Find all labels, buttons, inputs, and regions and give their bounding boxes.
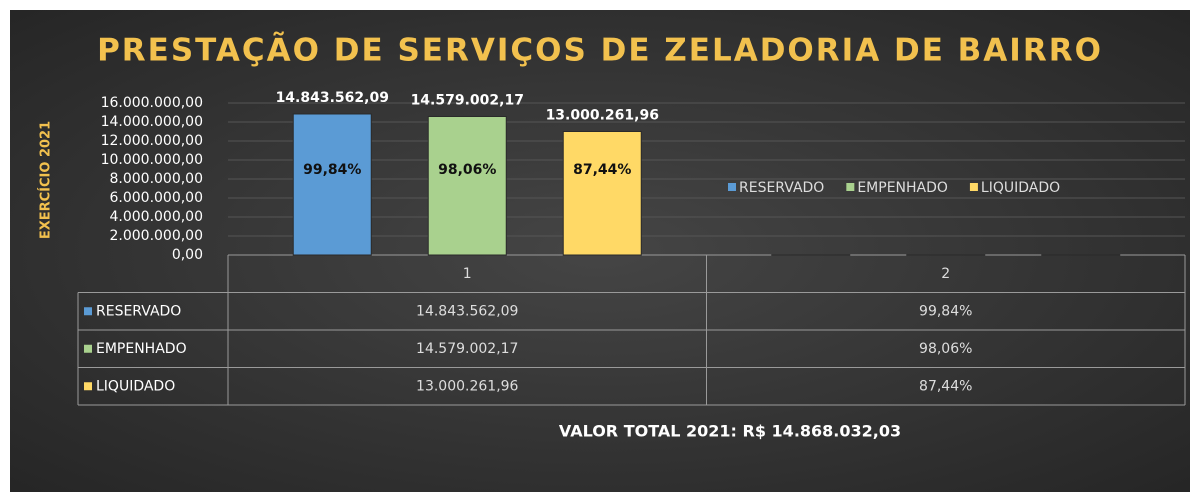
bar bbox=[562, 130, 642, 256]
y-tick-label: 8.000.000,00 bbox=[109, 171, 203, 187]
table-cell: 98,06% bbox=[919, 341, 972, 357]
legend-label: RESERVADO bbox=[739, 180, 824, 196]
data-label: 14.579.002,17 bbox=[411, 92, 524, 108]
data-label: 99,84% bbox=[303, 162, 361, 178]
table-cell: 13.000.261,96 bbox=[416, 378, 519, 394]
bar bbox=[427, 115, 507, 256]
data-label: 87,44% bbox=[573, 162, 631, 178]
x-tick-label: 2 bbox=[941, 266, 950, 282]
table-row-label: RESERVADO bbox=[96, 303, 181, 319]
table-row-label: EMPENHADO bbox=[96, 341, 187, 357]
table-legend-key bbox=[84, 344, 92, 353]
y-axis-label: EXERCÍCIO 2021 bbox=[38, 121, 54, 239]
data-label: 98,06% bbox=[438, 162, 496, 178]
bar bbox=[292, 113, 372, 256]
table-legend-key bbox=[84, 382, 92, 391]
x-tick-label: 1 bbox=[463, 266, 472, 282]
y-tick-label: 0,00 bbox=[172, 247, 203, 263]
y-tick-label: 12.000.000,00 bbox=[101, 133, 203, 149]
legend-label: EMPENHADO bbox=[857, 180, 948, 196]
y-tick-label: 2.000.000,00 bbox=[109, 228, 203, 244]
legend-label: LIQUIDADO bbox=[981, 180, 1060, 196]
legend-key bbox=[846, 183, 855, 191]
table-cell: 14.843.562,09 bbox=[416, 303, 518, 319]
y-tick-label: 10.000.000,00 bbox=[101, 152, 203, 168]
y-tick-label: 14.000.000,00 bbox=[101, 114, 203, 130]
table-row-label: LIQUIDADO bbox=[96, 378, 175, 394]
legend-key bbox=[969, 183, 978, 191]
data-label: 13.000.261,96 bbox=[546, 107, 659, 123]
chart-title: PRESTAÇÃO DE SERVIÇOS DE ZELADORIA DE BA… bbox=[97, 32, 1103, 69]
table-cell: 87,44% bbox=[919, 378, 972, 394]
y-tick-label: 6.000.000,00 bbox=[109, 190, 203, 206]
table-legend-key bbox=[84, 307, 92, 316]
table-cell: 14.579.002,17 bbox=[416, 341, 518, 357]
y-tick-label: 4.000.000,00 bbox=[109, 209, 203, 225]
table-cell: 99,84% bbox=[919, 303, 972, 319]
footer-total: VALOR TOTAL 2021: R$ 14.868.032,03 bbox=[559, 422, 901, 441]
data-label: 14.843.562,09 bbox=[276, 90, 389, 106]
legend-key bbox=[728, 183, 736, 191]
y-tick-label: 16.000.000,00 bbox=[101, 95, 203, 111]
